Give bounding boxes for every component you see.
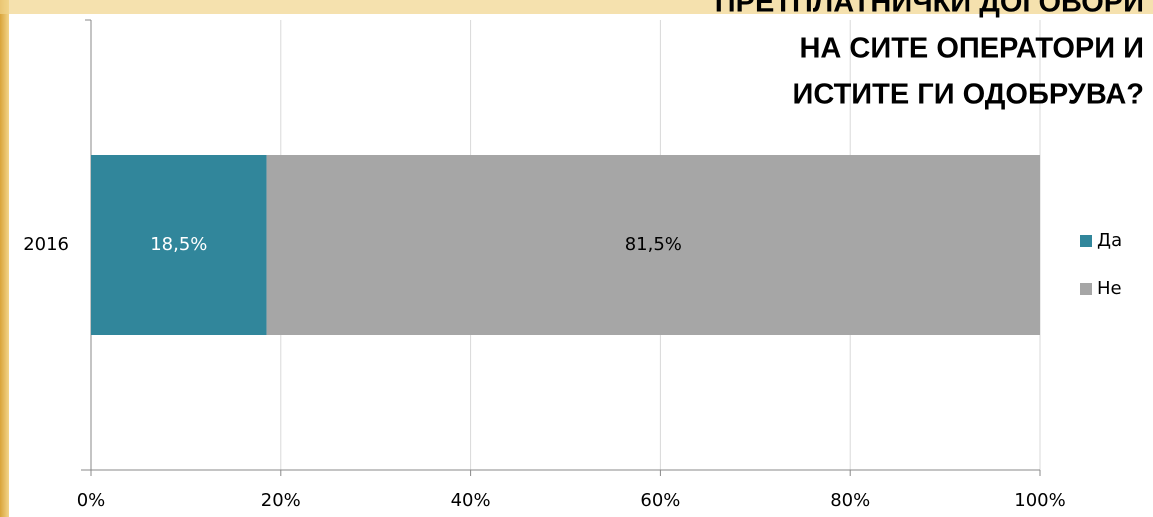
frame-top — [0, 0, 1153, 14]
legend-label: Да — [1097, 230, 1122, 251]
frame-edge — [0, 0, 9, 517]
y-tick-label: 2016 — [23, 234, 69, 255]
x-tick-label: 60% — [640, 490, 680, 511]
bar-segment — [91, 155, 267, 335]
x-tick-label: 100% — [1014, 490, 1065, 511]
x-tick-label: 20% — [261, 490, 301, 511]
chart-title: ИСТИТЕ ГИ ОДОБРУВА? — [793, 79, 1144, 111]
data-label: 18,5% — [150, 234, 207, 255]
bar-segment — [266, 155, 1040, 335]
legend-label: Не — [1097, 278, 1122, 299]
x-tick-label: 40% — [451, 490, 491, 511]
legend-swatch — [1080, 235, 1092, 247]
x-tick-label: 80% — [830, 490, 870, 511]
data-label: 81,5% — [625, 234, 682, 255]
legend-swatch — [1080, 283, 1092, 295]
x-tick-label: 0% — [77, 490, 106, 511]
chart-title: НА СИТЕ ОПЕРАТОРИ И — [799, 33, 1144, 65]
chart-title: ПРЕТПЛАТНИЧКИ ДОГОВОРИ — [715, 0, 1144, 19]
